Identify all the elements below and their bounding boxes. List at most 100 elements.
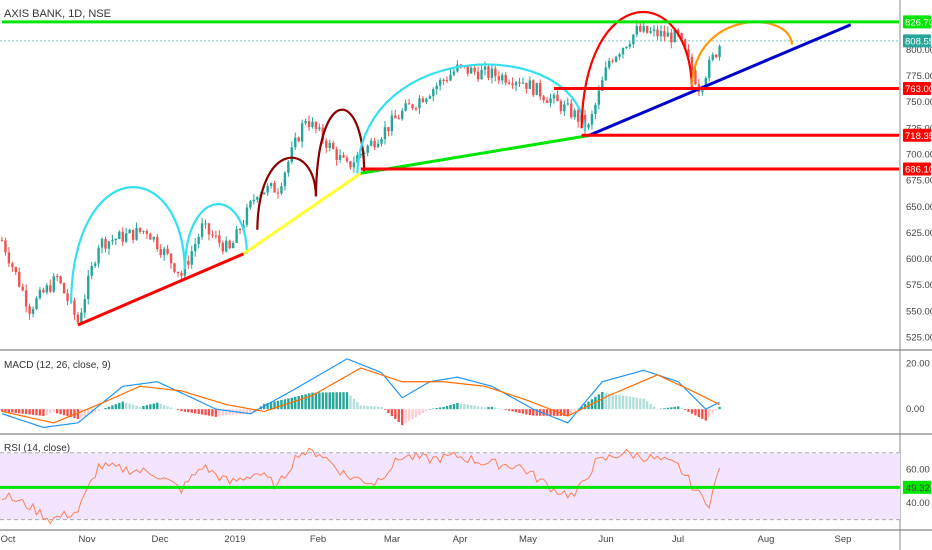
macd-bar — [311, 392, 314, 410]
candle-body — [470, 67, 473, 74]
candle-body — [228, 240, 231, 249]
macd-bar — [35, 409, 38, 416]
macd-bar — [525, 409, 528, 415]
candle-body — [280, 186, 283, 194]
macd-bar — [642, 398, 645, 410]
candle-body — [677, 29, 680, 34]
macd-bar — [649, 403, 652, 410]
candle-body — [73, 300, 76, 315]
candle-body — [294, 137, 297, 148]
candle-body — [38, 289, 42, 299]
candle-body — [604, 67, 607, 81]
macd-bar — [321, 392, 325, 410]
candle-body — [45, 285, 49, 293]
macd-bar — [452, 404, 456, 410]
macd-bar — [49, 409, 52, 414]
macd-bar — [666, 407, 670, 410]
candle-body — [332, 142, 335, 150]
macd-bar — [390, 409, 394, 416]
macd-bar — [621, 395, 625, 410]
candle-body — [52, 276, 55, 292]
candle-body — [401, 110, 404, 119]
candle-body — [687, 49, 690, 57]
macd-bar — [0, 409, 4, 412]
candle-body — [221, 242, 224, 252]
macd-bar — [397, 409, 400, 423]
macd-bar — [407, 409, 411, 422]
macd-bar — [463, 404, 466, 410]
green-trend-line[interactable] — [360, 134, 589, 175]
macd-bar — [542, 409, 545, 416]
macd-bar — [332, 392, 335, 410]
candle-body — [62, 282, 66, 294]
macd-bar — [280, 400, 283, 410]
candle-body — [325, 140, 328, 148]
price-tag — [903, 82, 931, 96]
time-tick-label: Sep — [835, 534, 852, 545]
macd-bar — [300, 395, 304, 410]
candle-body — [231, 242, 235, 249]
macd-bar — [28, 409, 31, 415]
macd-bar — [604, 392, 607, 410]
macd-bar — [318, 392, 321, 410]
macd-bar — [701, 409, 704, 419]
candle-body — [714, 54, 718, 58]
macd-bar — [342, 392, 345, 410]
candle-body — [490, 68, 494, 78]
macd-bar — [704, 409, 707, 421]
macd-bar — [207, 409, 211, 416]
rsi-tick-label: 40.00 — [906, 498, 930, 509]
macd-bar — [656, 409, 659, 410]
macd-bar — [663, 408, 666, 410]
orange-arc — [690, 20, 794, 87]
macd-bar — [425, 409, 428, 412]
macd-bar — [635, 397, 638, 410]
candle-body — [514, 82, 518, 86]
candle-body — [128, 229, 131, 234]
candle-body — [418, 98, 421, 109]
red-trend-line[interactable] — [77, 252, 245, 327]
price-tag — [903, 34, 931, 48]
macd-bar — [394, 409, 397, 420]
red-arc — [580, 10, 694, 129]
candle-body — [614, 56, 618, 62]
macd-bar — [183, 409, 187, 412]
price-tag-label: 686.10 — [905, 165, 932, 176]
candle-body — [397, 118, 400, 120]
candle-body — [680, 33, 683, 40]
macd-bar — [118, 402, 121, 410]
macd-bar — [483, 407, 487, 410]
candle-body — [666, 32, 670, 37]
candle-body — [11, 263, 14, 268]
price-tick-label: 700.00 — [906, 149, 932, 160]
macd-bar — [404, 409, 407, 424]
macd-bar — [249, 409, 252, 414]
macd-bar — [156, 402, 159, 410]
candle-body — [304, 121, 307, 124]
yellow-trend-line[interactable] — [242, 172, 362, 256]
candle-body — [249, 201, 252, 208]
candle-body — [335, 149, 338, 160]
macd-bar — [480, 406, 483, 410]
candle-body — [380, 139, 383, 144]
macd-bar — [449, 404, 452, 410]
candle-body — [338, 155, 342, 160]
blue-trend-line[interactable] — [587, 23, 852, 138]
macd-bar — [359, 405, 362, 410]
macd-bar — [87, 409, 90, 415]
macd-bar — [190, 409, 193, 413]
candle-body — [352, 162, 356, 168]
candle-body — [590, 113, 594, 125]
candle-body — [66, 293, 69, 302]
candle-body — [4, 240, 7, 253]
macd-bar — [608, 393, 611, 410]
candle-body — [483, 66, 487, 70]
macd-bar — [162, 405, 166, 410]
macd-bar — [121, 401, 124, 410]
macd-bar — [221, 409, 224, 416]
macd-bar — [383, 409, 387, 410]
candle-body — [356, 155, 359, 163]
candle-body — [297, 137, 300, 142]
macd-bar — [145, 405, 149, 410]
